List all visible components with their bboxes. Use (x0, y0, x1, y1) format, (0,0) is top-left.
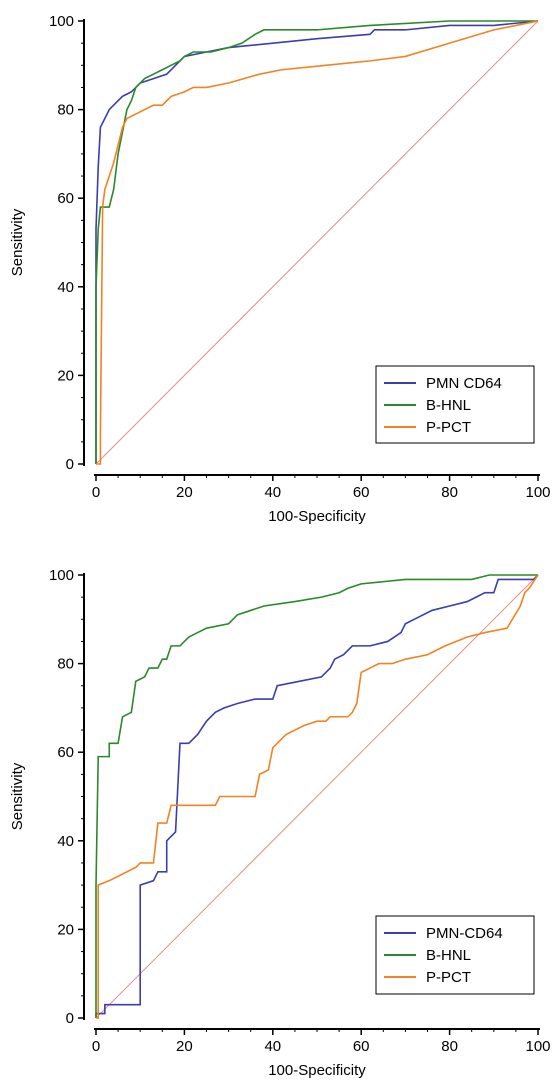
legend-label: P-PCT (426, 969, 471, 986)
y-tick-label: 40 (57, 833, 74, 850)
legend-label: B-HNL (426, 397, 471, 414)
y-tick-label: 60 (57, 190, 74, 207)
series-line-b-hnl (95, 20, 538, 464)
reference-diagonal-line (95, 20, 539, 465)
x-axis-label: 100-Specificity (268, 508, 366, 525)
x-tick-label: 20 (176, 484, 193, 501)
x-tick-label: 60 (353, 1038, 370, 1055)
y-tick-label: 0 (66, 1010, 74, 1027)
roc-chart-bottom: 0 20 40 60 80 100 0 20 40 60 80 100 100-Specificit… (9, 567, 551, 1079)
x-tick-label: 0 (92, 484, 100, 501)
x-tick-label: 20 (176, 1038, 193, 1055)
x-tick-label: 100 (525, 484, 550, 501)
y-tick-label: 40 (57, 279, 74, 296)
x-tick-label: 80 (441, 484, 458, 501)
y-ticks: 0 20 40 60 80 100 (49, 13, 84, 473)
x-tick-label: 0 (92, 1038, 100, 1055)
x-tick-label: 60 (353, 484, 370, 501)
legend-label: PMN CD64 (426, 375, 502, 392)
series-line-pmn-cd64 (95, 574, 539, 1018)
reference-line (95, 574, 539, 1019)
y-tick-label: 80 (57, 102, 74, 119)
y-tick-label: 100 (49, 567, 74, 584)
x-tick-label: 80 (441, 1038, 458, 1055)
y-tick-label: 0 (66, 456, 74, 473)
legend-label: PMN-CD64 (426, 925, 503, 942)
reference-line (95, 20, 539, 465)
series-lines (95, 574, 539, 1019)
legend-label: P-PCT (426, 419, 471, 436)
series-line-p-pct (96, 574, 539, 1019)
series-line-b-hnl (95, 574, 538, 1018)
series-lines (95, 20, 539, 465)
x-tick-label: 40 (264, 1038, 281, 1055)
x-tick-label: 40 (264, 484, 281, 501)
y-axis-label: Sensitivity (9, 762, 26, 830)
x-axis-label: 100-Specificity (268, 1062, 366, 1079)
y-tick-label: 80 (57, 656, 74, 673)
y-ticks: 0 20 40 60 80 100 (49, 567, 84, 1027)
roc-chart-top: 0 20 40 60 80 100 0 20 40 60 80 100 100-Specificit… (9, 13, 551, 525)
x-ticks: 0 20 40 60 80 100 (92, 1029, 551, 1055)
series-line-pmn-cd64 (95, 20, 539, 464)
x-tick-label: 100 (525, 1038, 550, 1055)
x-ticks: 0 20 40 60 80 100 (92, 475, 551, 501)
legend-label: B-HNL (426, 947, 471, 964)
y-tick-label: 20 (57, 367, 74, 384)
y-tick-label: 60 (57, 744, 74, 761)
y-axis-label: Sensitivity (9, 208, 26, 276)
reference-diagonal-line (95, 574, 539, 1019)
series-line-p-pct (96, 20, 539, 465)
legend: PMN CD64 B-HNL P-PCT (375, 365, 535, 444)
legend: PMN-CD64 B-HNL P-PCT (375, 915, 535, 995)
y-tick-label: 20 (57, 921, 74, 938)
y-tick-label: 100 (49, 13, 74, 30)
